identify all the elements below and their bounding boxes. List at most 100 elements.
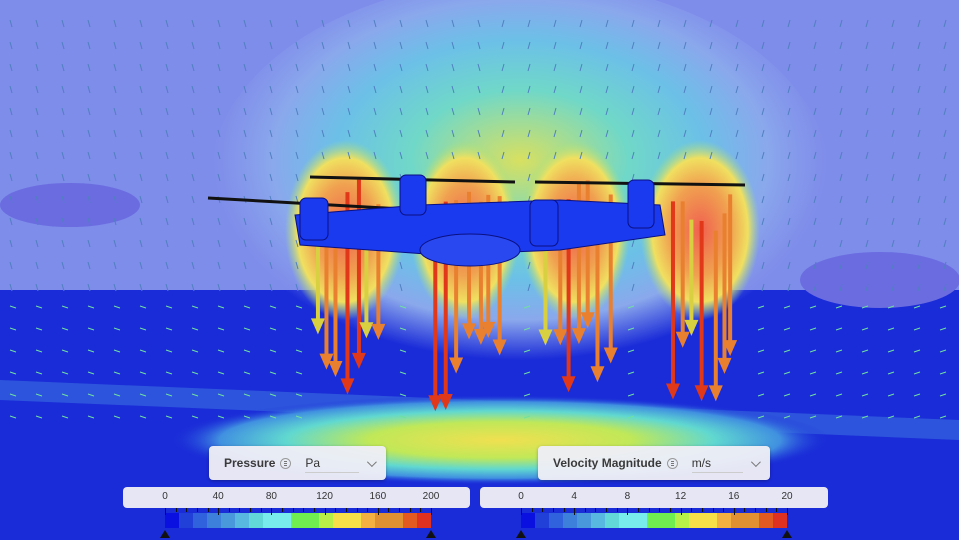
vector-glyph bbox=[527, 129, 531, 138]
velocity-max-handle[interactable] bbox=[782, 530, 792, 538]
vector-arrowhead bbox=[328, 361, 343, 378]
vector-glyph bbox=[139, 349, 147, 353]
vector-glyph bbox=[35, 371, 43, 375]
vector-glyph bbox=[917, 63, 921, 72]
pressure-label: Pressure bbox=[224, 456, 276, 470]
vector-glyph bbox=[321, 107, 325, 116]
vector-glyph bbox=[191, 393, 199, 397]
scale-tick-mark bbox=[552, 508, 554, 512]
vector-glyph bbox=[631, 129, 635, 138]
velocity-unit-dropdown[interactable]: m/s bbox=[691, 454, 743, 473]
pressure-max-handle[interactable] bbox=[426, 530, 436, 538]
vector-glyph bbox=[139, 107, 143, 116]
velocity-field-selector[interactable]: Velocity Magnitude m/s bbox=[538, 446, 770, 480]
vector-glyph bbox=[399, 85, 403, 94]
scale-tick-mark bbox=[260, 508, 262, 512]
vector-glyph bbox=[809, 393, 817, 397]
vector-glyph bbox=[835, 415, 843, 419]
vector-glyph bbox=[735, 107, 739, 116]
vector-glyph bbox=[399, 283, 403, 292]
colorbar-segment bbox=[165, 513, 179, 528]
vector-glyph bbox=[605, 107, 609, 116]
vector-glyph bbox=[295, 349, 303, 353]
vector-glyph bbox=[553, 129, 557, 138]
vector-glyph bbox=[683, 85, 687, 94]
vector-glyph bbox=[61, 129, 65, 138]
vector-glyph bbox=[217, 129, 221, 138]
vector-glyph bbox=[373, 107, 377, 116]
vector-glyph bbox=[295, 393, 303, 397]
vector-arrowhead bbox=[428, 395, 443, 412]
vector-glyph bbox=[943, 217, 947, 226]
vector-glyph bbox=[839, 85, 843, 94]
vector-arrowhead bbox=[603, 347, 618, 364]
velocity-min-handle[interactable] bbox=[516, 530, 526, 538]
chevron-down-icon[interactable] bbox=[750, 456, 761, 467]
vector-glyph bbox=[269, 327, 277, 331]
drone-model[interactable] bbox=[207, 174, 746, 267]
vector-glyph bbox=[787, 129, 791, 138]
vector-glyph bbox=[113, 63, 117, 72]
vector-glyph bbox=[9, 239, 13, 248]
pressure-field-selector[interactable]: Pressure Pa bbox=[209, 446, 386, 480]
vector-glyph bbox=[139, 371, 147, 375]
info-icon[interactable] bbox=[666, 457, 678, 469]
vector-glyph bbox=[757, 305, 765, 309]
vector-glyph bbox=[295, 415, 303, 419]
vector-glyph bbox=[579, 41, 583, 50]
vector-glyph bbox=[139, 85, 143, 94]
pressure-unit-dropdown[interactable]: Pa bbox=[305, 454, 359, 473]
vector-glyph bbox=[861, 327, 869, 331]
chevron-down-icon[interactable] bbox=[366, 456, 377, 467]
scale-tick-mark bbox=[313, 508, 315, 512]
vector-glyph bbox=[9, 151, 13, 160]
colorbar-segment bbox=[263, 513, 291, 528]
vector-glyph bbox=[243, 151, 247, 160]
vector-glyph bbox=[709, 129, 713, 138]
vector-glyph bbox=[87, 217, 91, 226]
vector-glyph bbox=[87, 371, 95, 375]
pressure-min-handle[interactable] bbox=[160, 530, 170, 538]
vector-glyph bbox=[861, 305, 869, 309]
vector-glyph bbox=[139, 217, 143, 226]
vector-glyph bbox=[165, 283, 169, 292]
vector-glyph bbox=[839, 283, 843, 292]
vector-arrowhead bbox=[675, 331, 690, 348]
vector-glyph bbox=[373, 129, 377, 138]
vector-glyph bbox=[191, 151, 195, 160]
vector-glyph bbox=[165, 19, 169, 28]
vector-glyph bbox=[217, 327, 225, 331]
vector-glyph bbox=[917, 239, 921, 248]
vector-glyph bbox=[9, 283, 13, 292]
scale-tick-mark bbox=[659, 508, 661, 512]
vector-glyph bbox=[243, 415, 251, 419]
vector-glyph bbox=[683, 19, 687, 28]
vector-glyph bbox=[787, 217, 791, 226]
colorbar-segment bbox=[675, 513, 689, 528]
vector-glyph bbox=[501, 151, 505, 160]
vector-glyph bbox=[579, 85, 583, 94]
vector-glyph bbox=[813, 283, 817, 292]
info-icon[interactable] bbox=[280, 457, 292, 469]
vector-glyph bbox=[399, 305, 407, 309]
vector-glyph bbox=[321, 19, 325, 28]
vector-glyph bbox=[9, 327, 17, 331]
vector-glyph bbox=[165, 415, 173, 419]
vector-glyph bbox=[61, 415, 69, 419]
vector-glyph bbox=[787, 151, 791, 160]
vector-glyph bbox=[295, 107, 299, 116]
vector-glyph bbox=[399, 107, 403, 116]
vector-glyph bbox=[113, 371, 121, 375]
vector-glyph bbox=[269, 63, 273, 72]
scale-tick-mark bbox=[239, 508, 241, 512]
vector-glyph bbox=[243, 217, 247, 226]
vector-glyph bbox=[943, 19, 947, 28]
vector-glyph bbox=[865, 151, 869, 160]
scale-tick-mark bbox=[196, 508, 198, 512]
vector-glyph bbox=[87, 85, 91, 94]
vector-glyph bbox=[9, 41, 13, 50]
scale-tick-mark bbox=[228, 508, 230, 512]
vector-glyph bbox=[165, 305, 173, 309]
vector-glyph bbox=[917, 129, 921, 138]
